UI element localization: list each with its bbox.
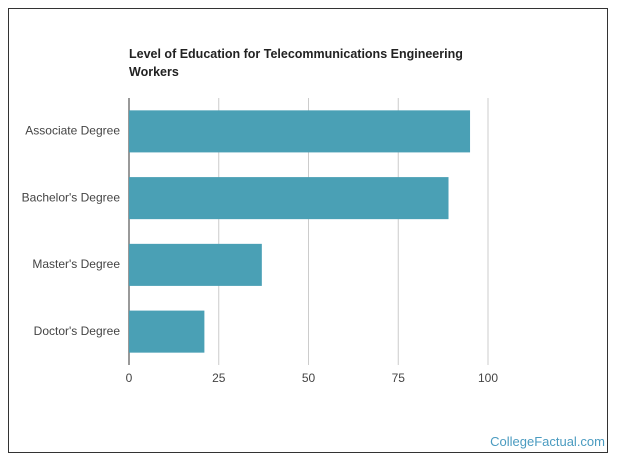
source-credit: CollegeFactual.com — [490, 434, 605, 449]
x-tick-label: 0 — [126, 371, 133, 385]
bar — [129, 177, 449, 220]
y-tick-label: Bachelor's Degree — [22, 190, 121, 204]
y-tick-label: Master's Degree — [32, 257, 120, 271]
x-tick-label: 50 — [302, 371, 316, 385]
x-tick-label: 100 — [478, 371, 498, 385]
x-tick-label: 75 — [392, 371, 406, 385]
x-tick-label: 25 — [212, 371, 226, 385]
bar — [129, 310, 205, 353]
bar — [129, 243, 262, 286]
y-tick-label: Doctor's Degree — [34, 324, 121, 338]
chart-title: Level of Education for Telecommunication… — [129, 47, 463, 79]
chart-frame — [8, 8, 608, 453]
y-tick-label: Associate Degree — [25, 124, 120, 138]
bar — [129, 110, 471, 153]
